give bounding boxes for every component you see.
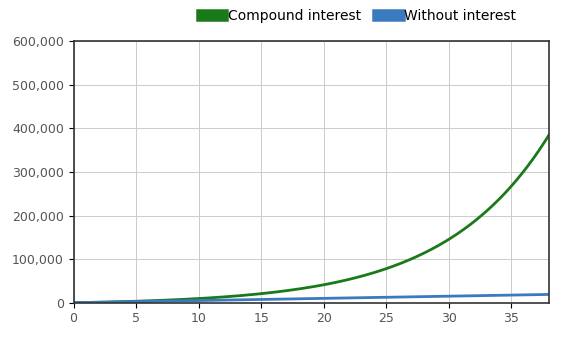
Without interest bbox=[353, 296, 360, 300]
Without interest bbox=[296, 297, 303, 301]
Without interest bbox=[460, 294, 466, 298]
Without interest bbox=[299, 297, 306, 301]
Without interest bbox=[70, 301, 77, 305]
Compound interest bbox=[299, 286, 306, 290]
Compound interest bbox=[460, 228, 466, 232]
Compound interest bbox=[353, 276, 360, 280]
Line: Compound interest: Compound interest bbox=[74, 135, 549, 303]
Without interest bbox=[328, 296, 335, 300]
Compound interest bbox=[328, 281, 335, 286]
Compound interest bbox=[296, 287, 303, 291]
Without interest bbox=[534, 293, 541, 297]
Line: Without interest: Without interest bbox=[74, 294, 549, 303]
Compound interest bbox=[534, 150, 541, 154]
Without interest bbox=[546, 292, 552, 297]
Compound interest bbox=[546, 133, 552, 137]
Compound interest bbox=[70, 301, 77, 305]
Legend: Compound interest, Without interest: Compound interest, Without interest bbox=[196, 4, 522, 29]
